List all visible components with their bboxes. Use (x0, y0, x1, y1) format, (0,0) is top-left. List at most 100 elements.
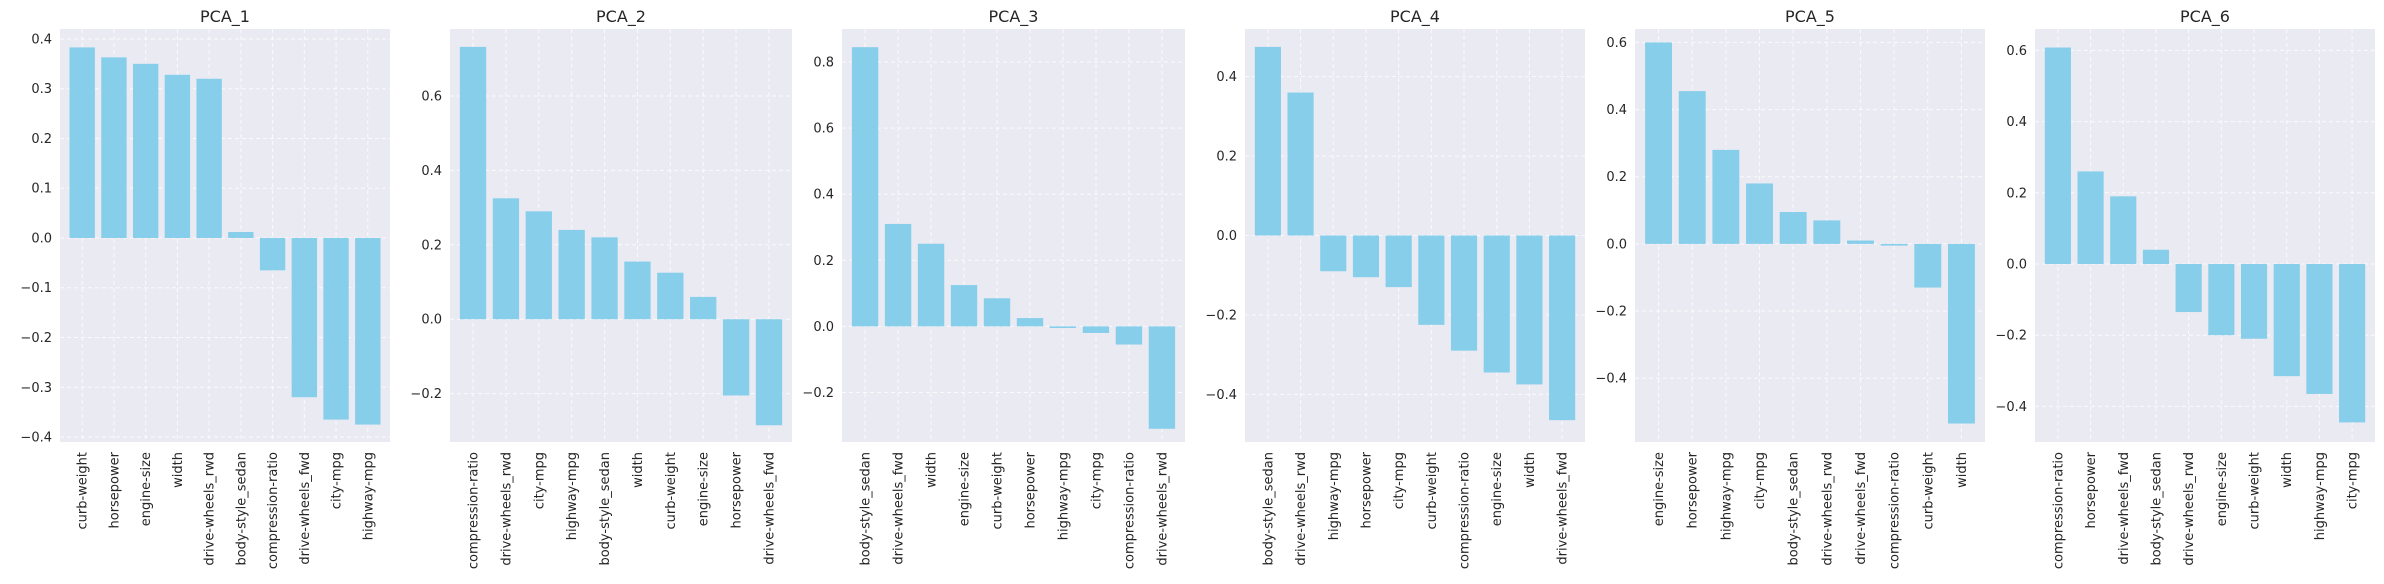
bar-horsepower (1678, 91, 1706, 244)
bar-horsepower (101, 57, 127, 238)
bar-body-style_sedan (1254, 46, 1281, 236)
bar-highway-mpg (2306, 263, 2333, 394)
bar-horsepower (722, 319, 750, 396)
y-tick-label: 0.2 (421, 238, 442, 253)
bar-width (1516, 235, 1543, 385)
bar-drive-wheels_rwd (1813, 220, 1841, 244)
x-tick-label: width (631, 452, 646, 488)
x-tick-label: engine-size (2215, 452, 2230, 526)
chart-title: PCA_1 (200, 7, 250, 27)
bar-drive-wheels_rwd (196, 78, 222, 238)
y-tick-label: −0.2 (1595, 305, 1627, 320)
bar-width (624, 261, 651, 320)
bar-drive-wheels_rwd (1287, 92, 1314, 236)
x-tick-label: compression-ratio (1458, 452, 1473, 569)
y-tick-label: 0.4 (421, 164, 442, 179)
x-tick-label: curb-weight (1921, 452, 1936, 530)
x-tick-label: engine-size (958, 452, 973, 526)
bar-curb-weight (657, 272, 684, 320)
y-tick-label: 0.4 (31, 32, 52, 47)
bar-compression-ratio (259, 237, 286, 271)
y-tick-label: 0.2 (1216, 150, 1237, 165)
bar-horsepower (1016, 318, 1044, 327)
bar-horsepower (1352, 235, 1380, 278)
bar-body-style_sedan (228, 232, 254, 238)
chart-title: PCA_4 (1390, 7, 1440, 27)
bar-curb-weight (69, 47, 95, 238)
x-tick-label: curb-weight (76, 452, 91, 530)
chart-panel-6: −0.4 −0.2 0.0 0.2 0.4 0.6 compression-ratio hor… (1995, 7, 2375, 569)
bar-compression-ratio (1450, 235, 1478, 351)
y-tick-label: −0.1 (20, 281, 52, 296)
x-tick-label: horsepower (2084, 451, 2099, 528)
x-tick-label: body-style_sedan (1261, 452, 1276, 566)
bar-drive-wheels_rwd (492, 198, 520, 320)
x-tick-label: city-mpg (2346, 452, 2361, 509)
bar-drive-wheels_fwd (884, 223, 912, 327)
y-tick-label: 0.0 (1606, 237, 1627, 252)
bar-engine-size (1483, 235, 1510, 373)
bar-city-mpg (1082, 326, 1110, 333)
bar-engine-size (2208, 263, 2235, 336)
x-tick-label: highway-mpg (1056, 452, 1071, 540)
bar-drive-wheels_fwd (1847, 240, 1874, 244)
bar-width (917, 243, 945, 327)
bar-curb-weight (983, 298, 1011, 327)
x-tick-label: horsepower (107, 451, 122, 528)
bar-compression-ratio (1115, 326, 1143, 345)
x-tick-label: body-style_sedan (234, 452, 249, 566)
y-tick-label: −0.2 (410, 387, 442, 402)
bar-engine-size (1645, 42, 1673, 244)
bar-drive-wheels_fwd (1549, 235, 1576, 421)
x-tick-label: body-style_sedan (2149, 452, 2164, 566)
bar-drive-wheels_fwd (291, 237, 318, 398)
x-tick-label: horsepower (1686, 451, 1701, 528)
x-tick-label: engine-size (1490, 452, 1505, 526)
x-tick-label: drive-wheels_rwd (1155, 452, 1170, 566)
y-tick-label: 0.6 (813, 122, 834, 137)
chart-title: PCA_2 (596, 7, 646, 27)
chart-title: PCA_6 (2180, 7, 2230, 27)
y-tick-label: −0.2 (802, 386, 834, 401)
y-tick-label: −0.4 (20, 431, 52, 446)
bar-highway-mpg (1049, 326, 1077, 329)
bar-body-style_sedan (851, 47, 879, 327)
x-tick-label: highway-mpg (361, 452, 376, 540)
x-tick-label: curb-weight (991, 452, 1006, 530)
x-tick-label: compression-ratio (266, 452, 281, 569)
y-tick-label: −0.4 (1205, 388, 1237, 403)
y-tick-label: 0.0 (421, 313, 442, 328)
x-tick-label: city-mpg (330, 452, 345, 509)
bar-engine-size (132, 63, 159, 238)
x-tick-label: horsepower (1023, 451, 1038, 528)
x-tick-label: drive-wheels_rwd (499, 452, 514, 566)
x-tick-label: engine-size (697, 452, 712, 526)
x-tick-label: drive-wheels_rwd (2182, 452, 2197, 566)
x-tick-label: body-style_sedan (859, 452, 874, 566)
y-tick-label: −0.3 (20, 381, 52, 396)
chart-panel-4: −0.4 −0.2 0.0 0.2 0.4 body-style_sedan drive-w… (1205, 7, 1585, 569)
bar-curb-weight (1914, 243, 1942, 288)
x-tick-label: city-mpg (1392, 452, 1407, 509)
bar-city-mpg (525, 211, 552, 320)
y-tick-label: 0.0 (813, 320, 834, 335)
bar-horsepower (2077, 171, 2104, 264)
x-tick-label: width (1523, 452, 1538, 488)
bar-drive-wheels_fwd (755, 319, 783, 426)
bar-city-mpg (1385, 235, 1412, 288)
bar-engine-size (950, 285, 978, 327)
x-tick-label: width (925, 452, 940, 488)
bar-body-style_sedan (2142, 249, 2170, 264)
x-tick-label: compression-ratio (467, 452, 482, 569)
chart-panel-3: −0.2 0.0 0.2 0.4 0.6 0.8 body-style_sedan drive… (802, 7, 1185, 569)
bar-body-style_sedan (1779, 211, 1807, 244)
bar-highway-mpg (355, 237, 381, 425)
chart-panel-2: −0.2 0.0 0.2 0.4 0.6 compression-ratio drive-w… (410, 7, 792, 569)
y-tick-label: 0.8 (813, 56, 834, 71)
bar-drive-wheels_rwd (1148, 326, 1176, 429)
y-tick-label: −0.2 (1995, 329, 2027, 344)
x-tick-label: engine-size (1652, 452, 1667, 526)
bar-body-style_sedan (591, 237, 618, 320)
